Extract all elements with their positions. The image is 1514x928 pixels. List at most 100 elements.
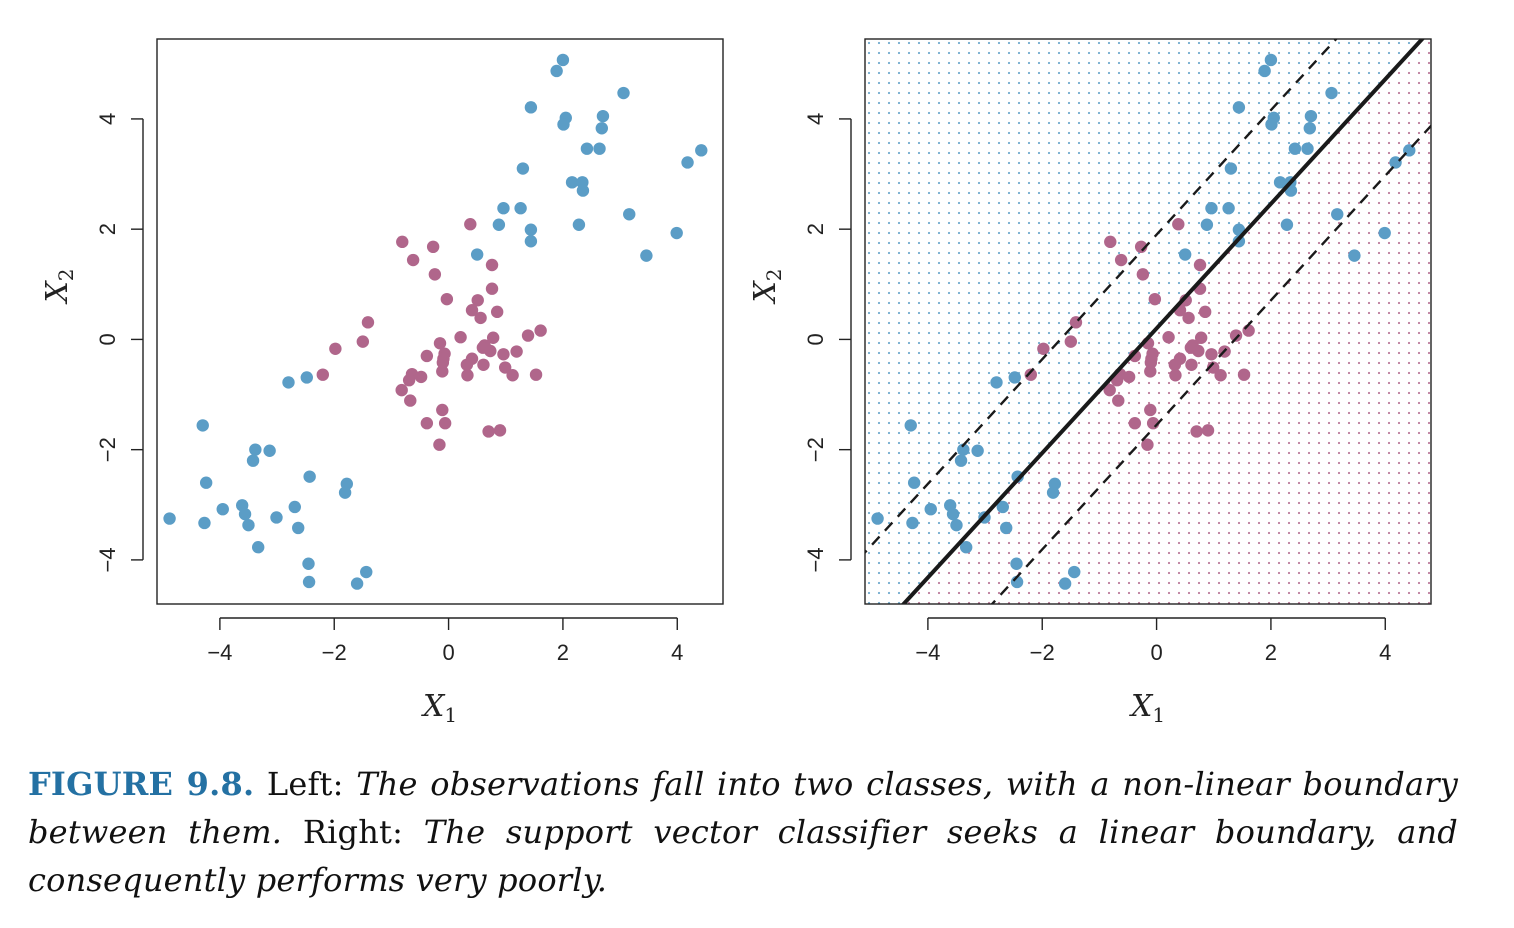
point-purple (521, 329, 535, 342)
point-blue (623, 208, 636, 221)
point-blue (871, 512, 884, 525)
point-purple (461, 369, 474, 382)
point-purple (433, 337, 447, 350)
point-purple (1192, 344, 1205, 358)
point-blue (338, 486, 352, 499)
x-tick-label: 0 (1150, 640, 1162, 665)
point-blue (971, 444, 984, 457)
point-blue (1008, 371, 1021, 384)
point-blue (216, 502, 229, 516)
y-tick-label: 2 (803, 223, 828, 235)
point-purple (1064, 335, 1078, 348)
point-blue (681, 156, 694, 169)
point-purple (1169, 369, 1182, 382)
point-purple (402, 374, 416, 387)
point-blue (990, 376, 1003, 389)
point-blue (1232, 101, 1246, 114)
point-blue (251, 541, 265, 554)
point-blue (946, 507, 960, 521)
point-blue (1280, 218, 1294, 231)
series-blue (871, 53, 1416, 590)
y-axis-title: X2 (40, 268, 78, 304)
y-tick-label: 4 (95, 113, 120, 125)
point-blue (1264, 53, 1278, 67)
point-blue (1224, 162, 1238, 175)
point-blue (924, 502, 937, 516)
point-blue (1205, 202, 1218, 215)
point-purple (1205, 348, 1218, 361)
point-purple (1122, 370, 1136, 384)
point-blue (524, 235, 538, 248)
point-blue (1378, 226, 1391, 240)
point-purple (414, 370, 428, 384)
point-blue (516, 162, 530, 175)
point-purple (1103, 383, 1116, 397)
point-purple (493, 424, 507, 437)
point-purple (1144, 356, 1158, 369)
point-blue (596, 109, 610, 123)
point-blue (640, 249, 653, 262)
point-purple (1136, 268, 1150, 281)
point-blue (565, 176, 579, 189)
point-purple (497, 348, 510, 361)
x-tick-label: 4 (671, 640, 683, 665)
y-tick-label: 0 (803, 333, 828, 345)
point-purple (361, 316, 375, 329)
point-blue (1348, 249, 1361, 262)
point-blue (492, 218, 506, 231)
point-purple (1128, 417, 1142, 430)
point-blue (593, 142, 606, 155)
point-blue (1058, 577, 1072, 590)
point-blue (199, 476, 213, 489)
x-tick-label: −2 (1030, 640, 1055, 665)
point-blue (270, 511, 283, 524)
y-tick-label: 2 (95, 223, 120, 235)
x-axis-title: X1 (1129, 689, 1165, 727)
point-purple (510, 345, 523, 358)
point-blue (557, 118, 570, 131)
point-blue (1222, 202, 1235, 215)
point-blue (1000, 521, 1013, 535)
point-blue (300, 371, 313, 384)
point-blue (1288, 142, 1302, 155)
caption-right-word: Right: (302, 813, 404, 851)
point-blue (1010, 557, 1023, 570)
point-blue (595, 122, 608, 135)
point-blue (163, 512, 176, 525)
point-purple (506, 369, 519, 382)
point-purple (1201, 424, 1215, 437)
x-tick-label: −4 (915, 640, 940, 665)
plot-area (163, 53, 708, 590)
point-blue (1068, 565, 1081, 579)
series-purple (316, 218, 547, 451)
point-purple (1214, 369, 1227, 382)
point-blue (292, 521, 305, 535)
point-purple (1104, 235, 1117, 249)
point-purple (464, 218, 477, 231)
caption-figure-label: FIGURE 9.8. (28, 765, 255, 803)
y-tick-label: −4 (95, 547, 120, 572)
point-purple (486, 331, 500, 344)
y-axis-title: X2 (748, 268, 786, 304)
y-tick-label: 4 (803, 113, 828, 125)
point-blue (288, 500, 301, 514)
point-purple (1141, 438, 1154, 451)
point-purple (529, 368, 543, 381)
x-axis: −4 −2 0 2 4 (207, 617, 683, 665)
point-blue (1200, 218, 1214, 231)
series-blue (163, 53, 708, 590)
point-purple (534, 324, 547, 337)
point-blue (1273, 176, 1287, 189)
y-tick-label: −4 (803, 547, 828, 572)
point-purple (1229, 329, 1243, 342)
decision-boundary-line (900, 39, 1425, 604)
point-blue (524, 101, 538, 114)
x-tick-label: 0 (442, 640, 454, 665)
point-blue (282, 376, 295, 389)
margin-line-1 (865, 39, 1338, 555)
point-purple (1148, 292, 1162, 306)
point-purple (1194, 331, 1208, 344)
point-purple (471, 294, 484, 307)
point-blue (1301, 142, 1314, 155)
point-blue (695, 144, 708, 157)
